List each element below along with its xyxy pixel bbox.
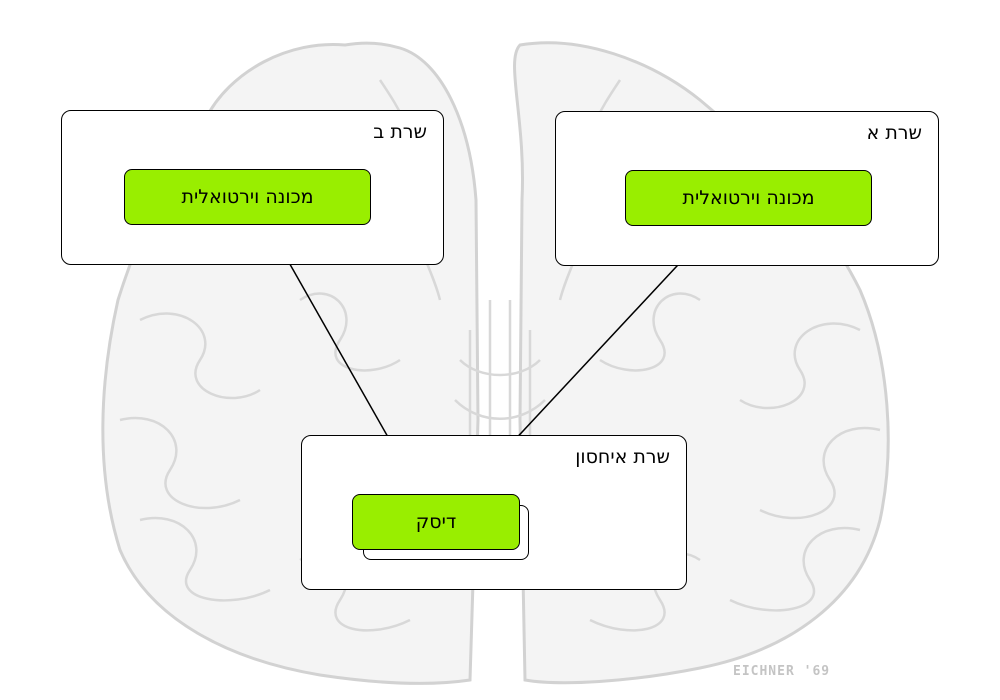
artist-signature: EICHNER '69 [733, 664, 831, 679]
server-b: שרת ב מכונה וירטואלית [61, 110, 444, 265]
server-b-vm-label: מכונה וירטואלית [181, 186, 314, 208]
server-a-vm-label: מכונה וירטואלית [682, 187, 815, 209]
storage-server-label: שרת איחסון [575, 446, 670, 468]
server-a-label: שרת א [866, 122, 922, 144]
disk-label: דיסק [415, 511, 457, 533]
server-a: שרת א מכונה וירטואלית [555, 111, 939, 266]
server-a-virtual-machine: מכונה וירטואלית [625, 170, 872, 226]
storage-server: שרת איחסון דיסק [301, 435, 687, 590]
disk: דיסק [352, 494, 520, 550]
server-b-virtual-machine: מכונה וירטואלית [124, 169, 371, 225]
server-b-label: שרת ב [373, 121, 427, 143]
